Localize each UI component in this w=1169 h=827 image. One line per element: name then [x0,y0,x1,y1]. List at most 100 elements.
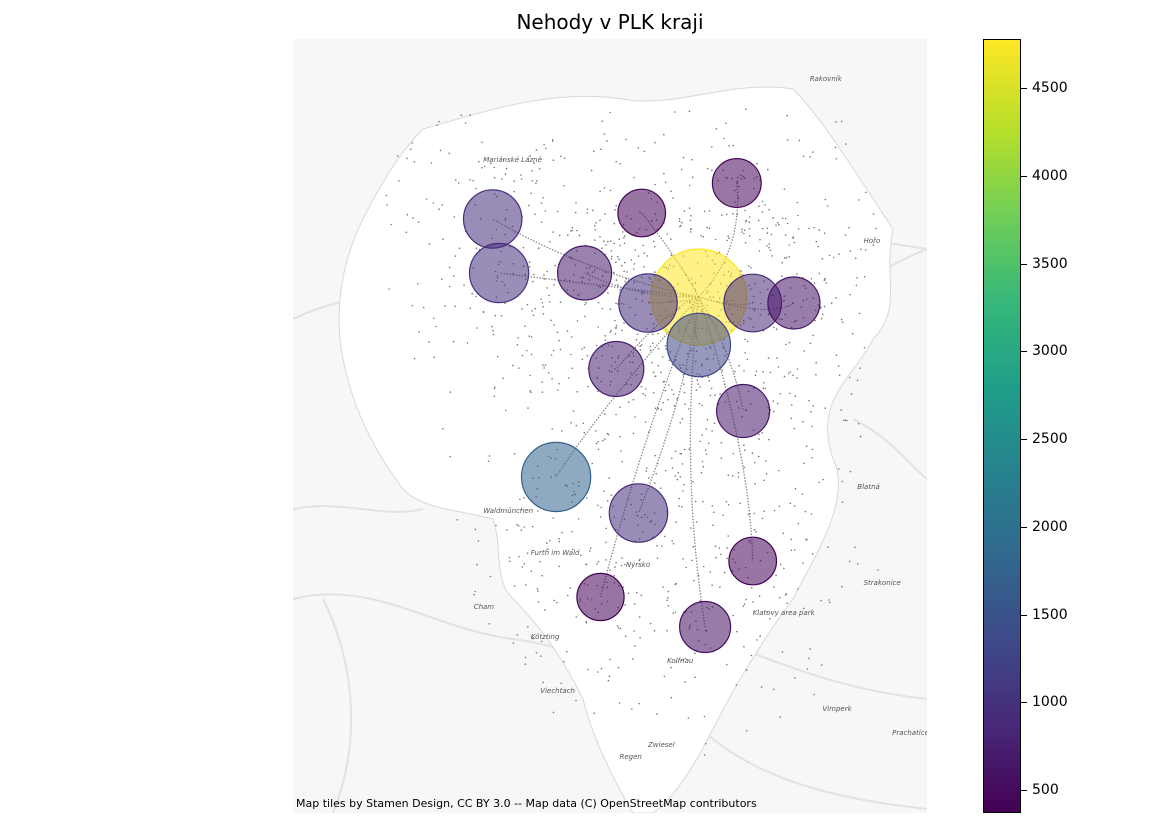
accident-dot [694,676,696,679]
accident-dot [762,371,764,373]
accident-dot [691,158,693,161]
accident-dot [651,361,653,364]
accident-dot [548,301,551,303]
accident-dot [540,298,542,301]
accident-dot [540,640,543,643]
accident-dot [605,527,607,530]
accident-dot [735,684,738,686]
accident-dot [436,124,438,126]
map-title: Nehody v PLK kraji [516,10,704,34]
accident-dot [388,288,390,290]
accident-dot [812,405,814,407]
accident-dot [549,241,551,243]
accident-dot [769,617,771,620]
accident-dot [614,319,616,322]
accident-dot [639,636,641,639]
accident-dot [775,574,777,576]
map-panel[interactable]: Mariánské Lázně Rakovník Hořo Waldmünchen Fu… [293,39,927,813]
accident-dot [684,681,686,683]
accident-dot [654,183,656,186]
accident-dot [742,605,745,608]
accident-dot [597,560,600,563]
accident-dot [538,168,541,170]
accident-dot [710,387,713,390]
accident-dot [711,146,713,148]
accident-dot [737,476,740,478]
accident-dot [675,521,677,523]
accident-dot [527,407,529,409]
colorbar-tick [1021,614,1027,616]
accident-dot [681,463,684,465]
accident-dot [754,482,756,485]
map-canvas[interactable]: Mariánské Lázně Rakovník Hořo Waldmünchen Fu… [293,39,927,813]
accident-dot [784,594,787,596]
accident-dot [543,144,545,146]
accident-dot [475,247,478,249]
accident-dot [787,372,790,375]
accident-dot [597,390,599,393]
accident-dot [776,402,779,405]
accident-dot [761,227,764,230]
accident-dot [643,252,645,254]
accident-dot [823,279,826,281]
accident-dot [602,439,604,442]
accident-dot [808,399,810,402]
accident-dot [493,395,496,398]
accident-dot [820,599,822,602]
accident-dot [781,217,784,220]
accident-dot [493,166,495,169]
accident-dot [542,197,544,199]
accident-dot [731,475,734,477]
accident-dot [428,341,430,343]
accident-dot [609,331,612,333]
accident-dot [747,265,750,267]
accident-dot [536,180,538,182]
accident-dot [474,528,477,531]
district-bubble [520,441,592,513]
accident-dot [679,225,681,228]
accident-dot [583,346,586,349]
accident-dot [727,474,730,477]
accident-dot [452,340,455,343]
accident-dot [542,313,545,315]
accident-dot [833,256,835,259]
accident-dot [614,333,617,335]
accident-dot [663,133,665,136]
accident-dot [524,325,526,328]
accident-dot [703,565,705,568]
accident-dot [772,400,775,403]
accident-dot [610,250,613,252]
colorbar-tick-label: 1500 [1032,606,1068,623]
accident-dot [601,120,604,122]
accident-dot [413,357,416,360]
accident-dot [803,607,805,610]
accident-dot [682,490,684,492]
accident-dot [587,668,589,671]
accident-dot [818,272,821,275]
accident-dot [701,460,704,463]
accident-dot [778,505,781,508]
accident-dot [572,410,575,412]
colorbar-tick [1021,790,1027,792]
accident-dot [767,168,769,171]
accident-dot [809,156,812,158]
accident-dot [619,163,621,165]
accident-dot [505,167,508,170]
accident-dot [748,228,751,230]
accident-dot [802,155,805,158]
accident-dot [593,712,596,714]
accident-dot [540,655,542,657]
accident-dot [586,208,589,210]
accident-dot [872,213,875,215]
accident-dot [560,682,562,685]
accident-dot [585,621,588,623]
accident-dot [656,557,659,559]
accident-dot [746,340,749,343]
accident-dot [502,159,505,161]
accident-dot [558,382,560,385]
accident-dot [759,238,761,241]
accident-dot [390,223,392,226]
accident-dot [768,208,770,211]
accident-dot [520,508,522,511]
accident-dot [542,306,544,308]
